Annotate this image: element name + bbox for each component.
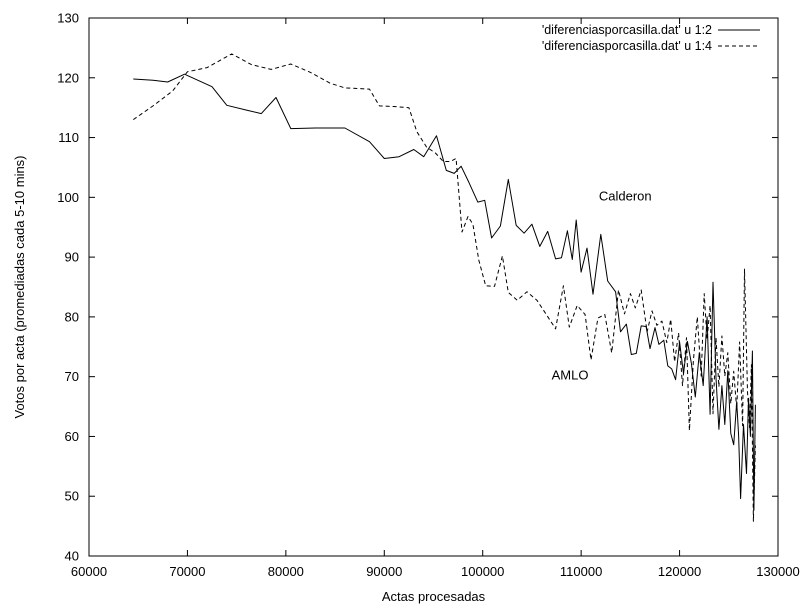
legend: 'diferenciasporcasilla.dat' u 1:2 'difer… xyxy=(542,23,760,53)
x-tick-label: 60000 xyxy=(71,564,107,579)
x-tick-label: 70000 xyxy=(169,564,205,579)
plot-border xyxy=(88,17,779,557)
x-axis-title: Actas procesadas xyxy=(382,589,486,604)
x-tick-label: 130000 xyxy=(756,564,799,579)
y-tick-label: 90 xyxy=(65,250,79,265)
y-tick-label: 130 xyxy=(57,11,79,26)
annotation-amlo: AMLO xyxy=(552,368,589,383)
y-tick-label: 100 xyxy=(57,190,79,205)
y-axis-title: Votos por acta (promediadas cada 5-10 mi… xyxy=(12,155,27,418)
annotation-calderon: Calderon xyxy=(599,188,652,203)
plot-frame xyxy=(88,17,779,557)
x-tick-label: 100000 xyxy=(461,564,504,579)
y-tick-label: 80 xyxy=(65,309,79,324)
y-tick-label: 50 xyxy=(65,489,79,504)
x-tick-label: 120000 xyxy=(658,564,701,579)
legend-label-series-2: 'diferenciasporcasilla.dat' u 1:4 xyxy=(542,39,712,53)
tick-labels: 60000 70000 80000 90000 100000 110000 120000 13… xyxy=(57,11,799,580)
series-line-2 xyxy=(133,53,756,522)
y-tick-label: 120 xyxy=(57,70,79,85)
y-tick-label: 60 xyxy=(65,429,79,444)
y-tick-label: 110 xyxy=(58,130,79,145)
y-tick-label: 40 xyxy=(65,549,79,564)
x-tick-label: 80000 xyxy=(268,564,304,579)
legend-label-series-1: 'diferenciasporcasilla.dat' u 1:2 xyxy=(542,23,712,37)
x-tick-label: 110000 xyxy=(560,564,602,579)
axis-ticks xyxy=(88,17,779,557)
series-line-1 xyxy=(133,73,756,511)
data-series xyxy=(133,53,756,522)
x-tick-label: 90000 xyxy=(366,564,402,579)
y-tick-label: 70 xyxy=(65,369,79,384)
